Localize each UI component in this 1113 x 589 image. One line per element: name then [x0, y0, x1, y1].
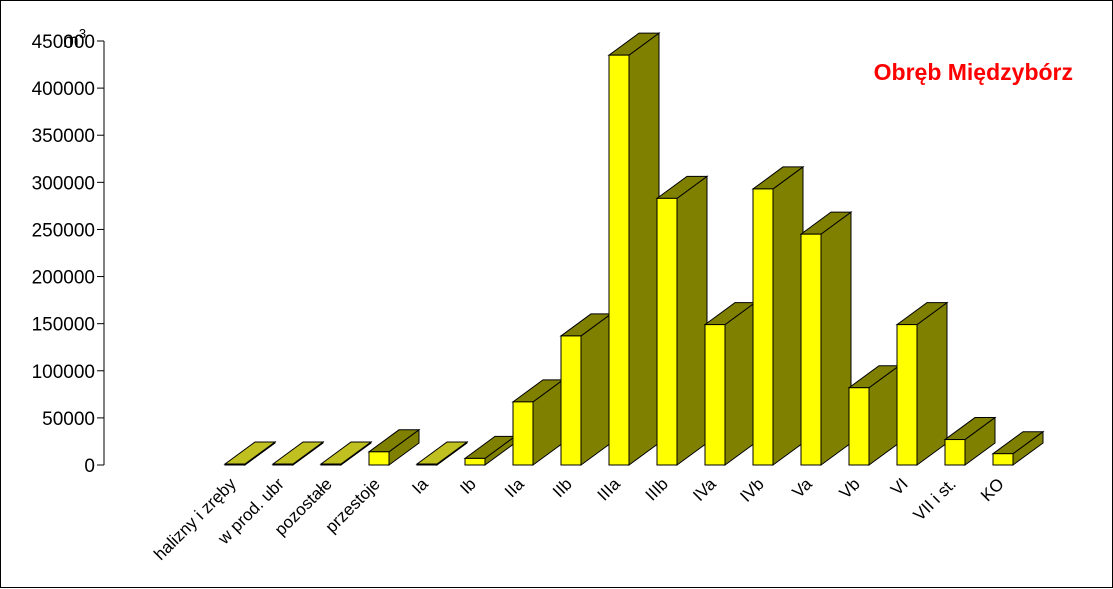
y-tick-label: 150000 [32, 315, 95, 336]
bar-side [772, 165, 804, 466]
bar [943, 416, 997, 466]
bar [415, 441, 469, 466]
bar-side [724, 301, 756, 466]
bar-front [704, 324, 726, 466]
y-axis: 0 50000 100000 150000 200000 250000 300000 3500… [32, 32, 105, 477]
x-category-label: IIIa [594, 474, 625, 505]
bar-front [224, 463, 246, 466]
x-category-label: Va [789, 474, 817, 502]
x-category-label: VII i st. [910, 474, 960, 524]
bar-front [272, 463, 294, 466]
x-category-label: IIb [549, 474, 576, 501]
x-category-label: Ib [456, 474, 479, 497]
bar-front [368, 451, 390, 466]
y-tick-label: 350000 [32, 126, 95, 147]
bar [271, 441, 325, 466]
y-tick-label: 100000 [32, 362, 95, 383]
bar-top [319, 441, 373, 465]
bar-front [656, 197, 678, 466]
bar [655, 175, 709, 466]
bar-side [916, 301, 948, 466]
y-tick-label: 50000 [42, 409, 95, 430]
bar-front [608, 54, 630, 466]
x-category-label: IIIb [642, 474, 672, 504]
x-category-label: Vb [836, 474, 864, 502]
bar-side [628, 32, 660, 466]
bars [223, 32, 1045, 466]
x-category-label: KO [977, 474, 1008, 505]
x-category-label: halizny i zręby [150, 474, 240, 564]
bar [799, 211, 853, 466]
bar-front [560, 335, 582, 466]
bar [559, 312, 613, 466]
bar-top [415, 441, 469, 465]
x-category-label: IVb [736, 474, 767, 505]
y-axis-unit-superscript: 3 [79, 26, 86, 41]
bar-front [896, 324, 918, 466]
y-tick-label: 450000 [32, 32, 95, 53]
bar-side [580, 312, 612, 466]
bar [751, 165, 805, 466]
bar [463, 435, 517, 466]
bar [703, 301, 757, 466]
bar-front [320, 463, 342, 466]
bar [511, 378, 565, 466]
bar-top [223, 441, 277, 465]
bar [895, 301, 949, 466]
x-category-label: IVa [689, 474, 720, 505]
bar-front [464, 457, 486, 466]
bar-top [271, 441, 325, 465]
y-tick-label: 400000 [32, 79, 95, 100]
bar-side [676, 175, 708, 466]
bar [367, 428, 421, 466]
x-category-label: Ia [408, 474, 432, 498]
bar-front [416, 463, 438, 466]
x-category-label: IIa [501, 474, 528, 501]
bar-side [820, 211, 852, 466]
bar [847, 364, 901, 466]
y-tick-label: 300000 [32, 173, 95, 194]
bar-front [512, 401, 534, 466]
y-tick-label: 250000 [32, 220, 95, 241]
bar-front [752, 188, 774, 466]
bar [991, 430, 1045, 466]
y-tick-label: 0 [84, 456, 95, 477]
chart-title: Obręb Międzybórz [874, 59, 1073, 85]
y-tick-label: 200000 [32, 268, 95, 289]
bar [607, 32, 661, 466]
bar [319, 441, 373, 466]
x-category-label: VI [887, 474, 912, 499]
bar-front [944, 439, 966, 466]
bar [223, 441, 277, 466]
bar-front [848, 387, 870, 466]
bar-front [800, 233, 822, 466]
bar-front [992, 453, 1014, 466]
